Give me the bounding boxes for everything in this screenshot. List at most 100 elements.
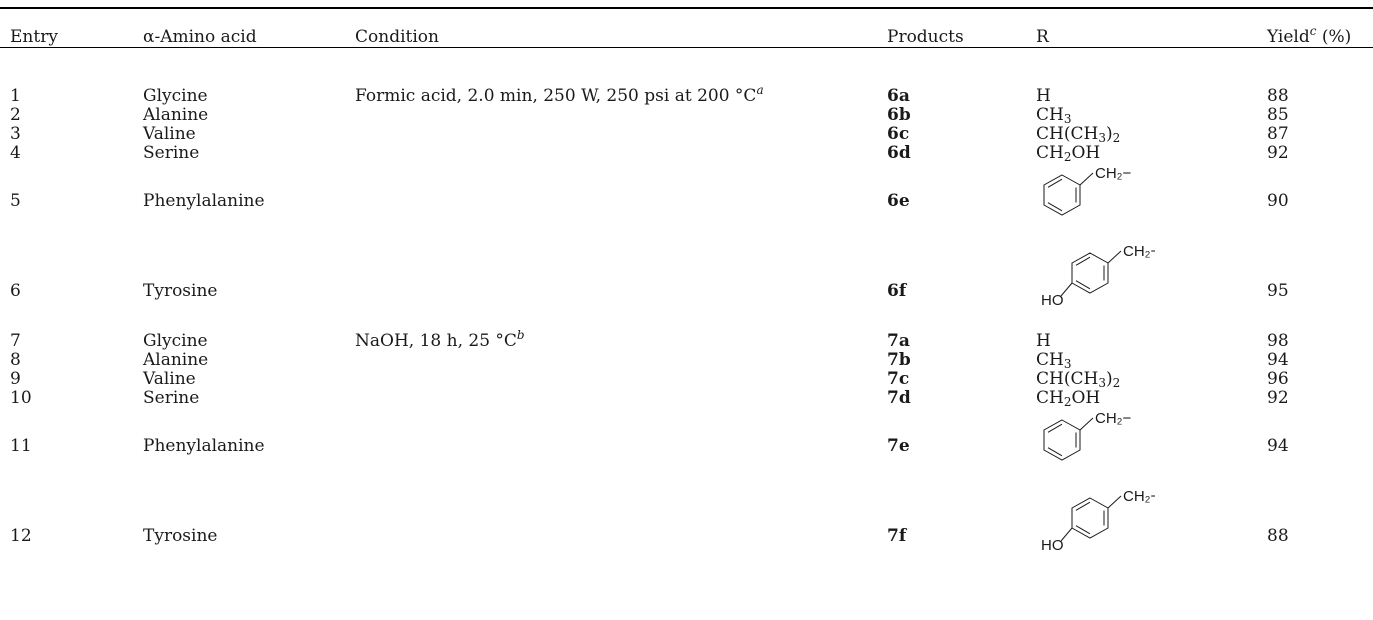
- cell-product: 6f: [887, 281, 907, 301]
- cell-yield: 95: [1267, 281, 1289, 301]
- cell-entry: 6: [10, 281, 21, 301]
- cell-entry: 9: [10, 369, 21, 389]
- cell-yield: 87: [1267, 124, 1289, 144]
- hydroxybenzyl-structure: CH₂− HO: [1041, 488, 1155, 553]
- cell-r-group: H: [1036, 86, 1051, 106]
- cell-yield: 94: [1267, 436, 1289, 456]
- cell-entry: 10: [10, 388, 32, 408]
- r-text: CH: [1036, 388, 1064, 408]
- header-yield-label: Yield: [1267, 27, 1310, 47]
- cell-product: 7e: [887, 436, 910, 456]
- header-condition: Condition: [355, 27, 439, 47]
- cell-amino-acid: Valine: [143, 124, 196, 144]
- cell-entry: 3: [10, 124, 21, 144]
- r-subscript: 2: [1063, 150, 1072, 164]
- cell-product: 7f: [887, 526, 907, 546]
- table-top-rule: [0, 7, 1373, 9]
- table-header-rule: [0, 47, 1373, 48]
- hydroxy-label: HO: [1041, 537, 1064, 553]
- cell-entry: 11: [10, 436, 32, 456]
- cell-product: 7d: [887, 388, 911, 408]
- r-subscript: 3: [1098, 131, 1106, 145]
- cell-entry: 1: [10, 86, 21, 106]
- cell-amino-acid: Alanine: [143, 350, 209, 370]
- condition-footnote: b: [516, 328, 525, 342]
- cell-amino-acid: Glycine: [143, 331, 208, 351]
- benzyl-label: CH₂−: [1095, 165, 1131, 182]
- cell-product: 6b: [887, 105, 911, 125]
- r-subscript: 3: [1063, 357, 1072, 371]
- cell-product: 6c: [887, 124, 910, 144]
- cell-r-group: CH2OH: [1036, 388, 1100, 408]
- cell-product: 6a: [887, 86, 910, 106]
- cell-entry: 4: [10, 143, 21, 163]
- cell-yield: 94: [1267, 350, 1289, 370]
- cell-amino-acid: Serine: [143, 143, 200, 163]
- r-text: CH: [1036, 143, 1064, 163]
- r-subscript: 3: [1063, 112, 1072, 126]
- condition-footnote: a: [756, 83, 764, 97]
- cell-amino-acid: Serine: [143, 388, 200, 408]
- cell-amino-acid: Glycine: [143, 86, 208, 106]
- r-subscript: 2: [1112, 131, 1121, 145]
- r-text: CH: [1036, 350, 1064, 370]
- cell-r-group: CH3: [1036, 350, 1071, 370]
- benzyl-structure: CH₂−: [1043, 165, 1131, 216]
- cell-yield: 92: [1267, 388, 1289, 408]
- cell-r-group: CH3: [1036, 105, 1071, 125]
- cell-r-group: H: [1036, 331, 1051, 351]
- cell-r-group: CH2OH: [1036, 143, 1100, 163]
- cell-yield: 88: [1267, 526, 1289, 546]
- cell-yield: 92: [1267, 143, 1289, 163]
- cell-amino-acid: Valine: [143, 369, 196, 389]
- hydroxy-label: HO: [1041, 292, 1064, 308]
- r-text: CH(CH: [1036, 369, 1099, 389]
- cell-amino-acid: Tyrosine: [143, 281, 218, 301]
- r-text: CH: [1036, 105, 1064, 125]
- cell-amino-acid: Alanine: [143, 105, 209, 125]
- cell-product: 6d: [887, 143, 911, 163]
- hydroxybenzyl-label: CH₂−: [1123, 488, 1155, 505]
- condition-text: NaOH, 18 h, 25 °C: [355, 331, 517, 351]
- hydroxybenzyl-structure: CH₂− HO: [1041, 243, 1155, 308]
- header-amino-acid: α-Amino acid: [143, 27, 257, 47]
- cell-entry: 12: [10, 526, 32, 546]
- cell-r-group: CH(CH3)2: [1036, 369, 1120, 389]
- cell-product: 7b: [887, 350, 911, 370]
- cell-amino-acid: Phenylalanine: [143, 191, 265, 211]
- cell-product: 7c: [887, 369, 910, 389]
- cell-yield: 98: [1267, 331, 1289, 351]
- cell-entry: 7: [10, 331, 21, 351]
- r-text: CH(CH: [1036, 124, 1099, 144]
- r-text: OH: [1071, 388, 1101, 408]
- cell-yield: 85: [1267, 105, 1289, 125]
- cell-condition: NaOH, 18 h, 25 °Cb: [355, 328, 525, 351]
- cell-yield: 90: [1267, 191, 1289, 211]
- r-text: ): [1105, 369, 1113, 389]
- condition-text: Formic acid, 2.0 min, 250 W, 250 psi at …: [355, 86, 757, 106]
- r-subscript: 2: [1063, 395, 1072, 409]
- cell-entry: 8: [10, 350, 21, 370]
- cell-product: 6e: [887, 191, 910, 211]
- cell-entry: 5: [10, 191, 21, 211]
- r-text: ): [1105, 124, 1113, 144]
- cell-yield: 88: [1267, 86, 1289, 106]
- cell-product: 7a: [887, 331, 910, 351]
- header-entry: Entry: [10, 27, 58, 47]
- header-yield-footnote: c: [1309, 24, 1317, 38]
- header-products: Products: [887, 27, 964, 47]
- header-yield-unit: (%): [1316, 27, 1352, 47]
- cell-yield: 96: [1267, 369, 1289, 389]
- cell-entry: 2: [10, 105, 21, 125]
- cell-amino-acid: Phenylalanine: [143, 436, 265, 456]
- r-text: OH: [1071, 143, 1101, 163]
- benzyl-label: CH₂−: [1095, 410, 1131, 427]
- header-yield: Yieldc (%): [1267, 24, 1352, 47]
- cell-condition: Formic acid, 2.0 min, 250 W, 250 psi at …: [355, 83, 764, 106]
- hydroxybenzyl-label: CH₂−: [1123, 243, 1155, 260]
- cell-amino-acid: Tyrosine: [143, 526, 218, 546]
- r-subscript: 3: [1098, 376, 1106, 390]
- cell-r-group: CH(CH3)2: [1036, 124, 1120, 144]
- benzyl-structure: CH₂−: [1043, 410, 1131, 461]
- header-r: R: [1036, 27, 1049, 47]
